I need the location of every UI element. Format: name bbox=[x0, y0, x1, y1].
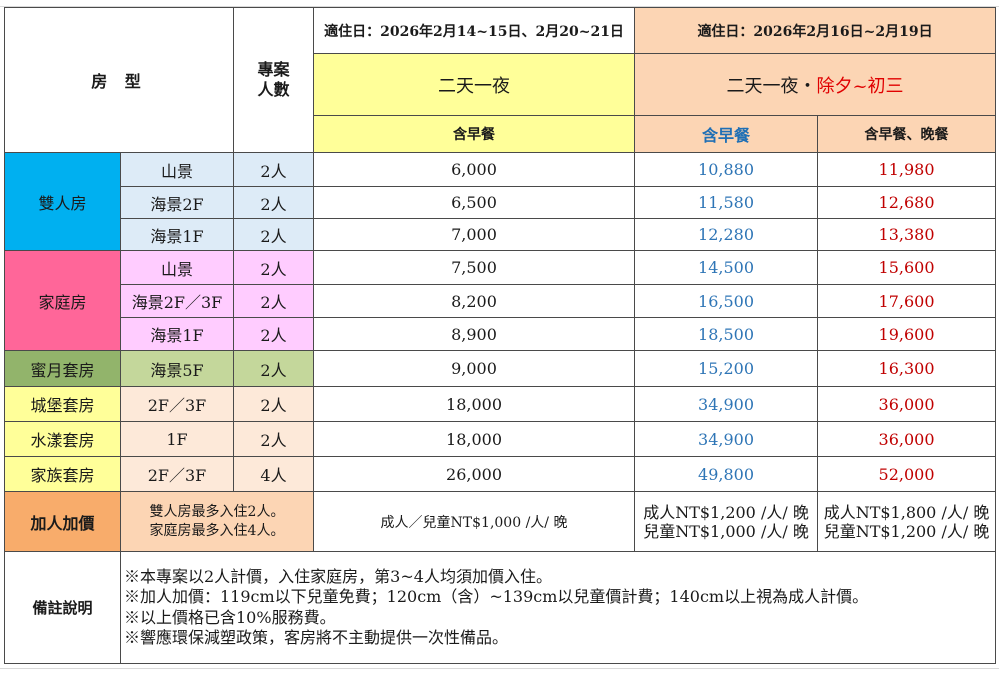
plan2-prefix: 二天一夜・ bbox=[726, 75, 817, 97]
room-people: 2人 bbox=[233, 386, 315, 422]
room-view: 山景 bbox=[119, 152, 235, 187]
price-period2-breakfast-dinner: 16,300 bbox=[817, 350, 997, 387]
remark-line: ※以上價格已含10%服務費。 bbox=[124, 607, 336, 627]
room-view: 海景1F bbox=[119, 317, 235, 351]
sheet-top-edge bbox=[0, 0, 999, 7]
price-period2-breakfast: 11,580 bbox=[634, 186, 819, 219]
room-view: 山景 bbox=[119, 250, 235, 285]
addon-price-period2: 成人NT$1,200 /人/ 晚 兒童NT$1,000 /人/ 晚 bbox=[634, 491, 819, 552]
price-period2-breakfast-dinner: 19,600 bbox=[817, 317, 997, 351]
addon-price2-adult: 成人NT$1,200 /人/ 晚 bbox=[643, 502, 809, 522]
room-type-header: 房 型 bbox=[3, 7, 235, 153]
price-period2-breakfast: 34,900 bbox=[634, 386, 819, 422]
price-period1: 7,000 bbox=[313, 218, 636, 251]
period2-header: 適住日：2026年2月16日~2月19日 bbox=[634, 7, 997, 54]
period1-header: 適住日：2026年2月14~15日、2月20~21日 bbox=[313, 7, 636, 54]
room-people: 2人 bbox=[233, 284, 315, 318]
price-period2-breakfast-dinner: 17,600 bbox=[817, 284, 997, 318]
addon-price2-child: 兒童NT$1,000 /人/ 晚 bbox=[643, 521, 809, 541]
price-period1: 6,000 bbox=[313, 152, 636, 187]
room-people: 2人 bbox=[233, 421, 315, 457]
remarks-content: ※本專案以2人計價，入住家庭房，第3~4人均須加價入住。 ※加人加價：119cm… bbox=[119, 551, 997, 664]
price-period2-breakfast-dinner: 36,000 bbox=[817, 386, 997, 422]
room-view: 海景5F bbox=[119, 350, 235, 387]
plan2-highlight: 除夕~初三 bbox=[816, 75, 904, 97]
room-group-water: 水漾套房 bbox=[4, 421, 121, 457]
room-view: 海景2F／3F bbox=[119, 284, 235, 318]
room-group-clan: 家族套房 bbox=[4, 456, 121, 492]
addon-note: 雙人房最多入住2人。 家庭房最多入住4人。 bbox=[119, 491, 315, 552]
remark-line: ※響應環保減塑政策，客房將不主動提供一次性備品。 bbox=[124, 628, 509, 647]
room-group-family: 家庭房 bbox=[4, 250, 121, 351]
price-period2-breakfast: 16,500 bbox=[634, 284, 819, 318]
room-people: 2人 bbox=[233, 152, 315, 187]
room-view: 海景1F bbox=[119, 218, 235, 251]
price-period1: 7,500 bbox=[313, 250, 636, 285]
price-period1: 6,500 bbox=[313, 186, 636, 219]
room-people: 2人 bbox=[233, 350, 315, 387]
price-period1: 9,000 bbox=[313, 350, 636, 387]
project-people-line1: 專案 bbox=[257, 60, 290, 79]
plan1-header: 二天一夜 bbox=[313, 53, 636, 116]
room-view: 2F／3F bbox=[119, 386, 235, 422]
price-period2-breakfast-dinner: 15,600 bbox=[817, 250, 997, 285]
addon-note-line1: 雙人房最多入住2人。 bbox=[149, 503, 285, 520]
room-people: 2人 bbox=[233, 317, 315, 351]
price-period1: 8,200 bbox=[313, 284, 636, 318]
project-people-header: 專案 人數 bbox=[233, 7, 315, 153]
meal2-header: 含早餐 bbox=[634, 115, 819, 153]
price-period2-breakfast: 15,200 bbox=[634, 350, 819, 387]
price-period2-breakfast: 49,800 bbox=[634, 456, 819, 492]
price-period1: 26,000 bbox=[313, 456, 636, 492]
room-people: 2人 bbox=[233, 250, 315, 285]
room-people: 2人 bbox=[233, 186, 315, 219]
rate-table: 房 型 專案 人數 適住日：2026年2月14~15日、2月20~21日 適住日… bbox=[3, 7, 997, 664]
room-group-castle: 城堡套房 bbox=[4, 386, 121, 422]
price-period2-breakfast-dinner: 52,000 bbox=[817, 456, 997, 492]
room-people: 4人 bbox=[233, 456, 315, 492]
project-people-line2: 人數 bbox=[257, 80, 290, 99]
plan2-header: 二天一夜・除夕~初三 bbox=[634, 53, 997, 116]
room-view: 海景2F bbox=[119, 186, 235, 219]
addon-note-line2: 家庭房最多入住4人。 bbox=[149, 522, 285, 539]
price-period2-breakfast: 12,280 bbox=[634, 218, 819, 251]
remarks-label: 備註說明 bbox=[4, 551, 121, 664]
price-period2-breakfast: 34,900 bbox=[634, 421, 819, 457]
price-period2-breakfast-dinner: 11,980 bbox=[817, 152, 997, 187]
meal3-header: 含早餐、晚餐 bbox=[817, 115, 997, 153]
addon-price-period2-dinner: 成人NT$1,800 /人/ 晚 兒童NT$1,200 /人/ 晚 bbox=[817, 491, 997, 552]
price-period2-breakfast: 14,500 bbox=[634, 250, 819, 285]
price-period1: 8,900 bbox=[313, 317, 636, 351]
addon-label: 加人加價 bbox=[4, 491, 121, 552]
addon-price-period1: 成人／兒童NT$1,000 /人/ 晚 bbox=[313, 491, 636, 552]
room-view: 1F bbox=[119, 421, 235, 457]
price-period2-breakfast-dinner: 36,000 bbox=[817, 421, 997, 457]
price-period2-breakfast-dinner: 13,380 bbox=[817, 218, 997, 251]
remark-line: ※本專案以2人計價，入住家庭房，第3~4人均須加價入住。 bbox=[124, 566, 552, 586]
remark-line: ※加人加價：119cm以下兒童免費；120cm（含）~139cm以兒童價計費；1… bbox=[124, 587, 869, 606]
sheet-bottom-edge bbox=[0, 668, 999, 675]
price-period2-breakfast: 18,500 bbox=[634, 317, 819, 351]
price-period2-breakfast: 10,880 bbox=[634, 152, 819, 187]
room-group-honeymoon: 蜜月套房 bbox=[4, 350, 121, 387]
addon-price3-adult: 成人NT$1,800 /人/ 晚 bbox=[823, 502, 990, 522]
room-group-double: 雙人房 bbox=[4, 152, 121, 251]
price-period2-breakfast-dinner: 12,680 bbox=[817, 186, 997, 219]
meal1-header: 含早餐 bbox=[313, 115, 636, 153]
price-period1: 18,000 bbox=[313, 421, 636, 457]
room-people: 2人 bbox=[233, 218, 315, 251]
addon-price3-child: 兒童NT$1,200 /人/ 晚 bbox=[823, 521, 990, 541]
price-period1: 18,000 bbox=[313, 386, 636, 422]
room-view: 2F／3F bbox=[119, 456, 235, 492]
